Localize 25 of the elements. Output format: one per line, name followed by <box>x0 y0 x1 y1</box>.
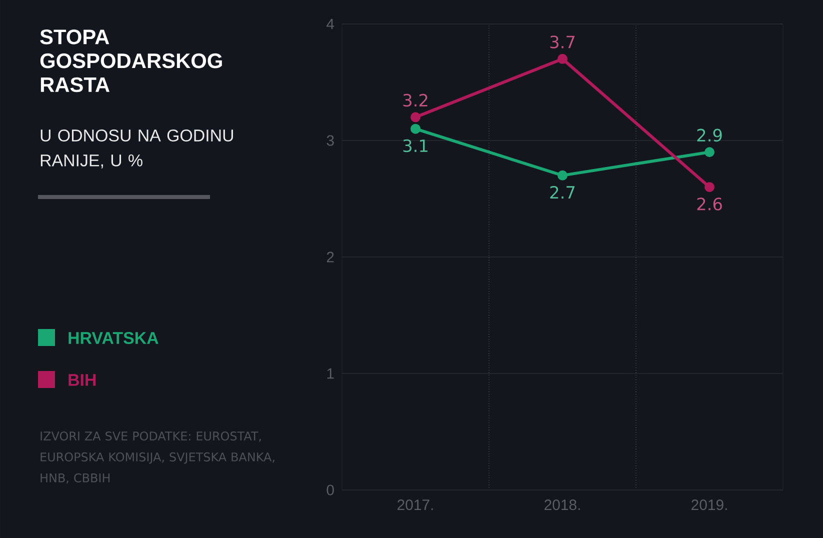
point <box>704 182 715 192</box>
x-tick-label: 2017. <box>398 500 433 510</box>
point <box>410 112 421 122</box>
data-label: 2.9 <box>697 128 722 142</box>
text: U ODNOSU NA GODINU RANIJE, U % <box>40 130 233 168</box>
data-label: 3.2 <box>403 94 428 107</box>
point <box>704 147 715 158</box>
y-tick-label: 0 <box>326 484 334 496</box>
legend-label: BIH <box>68 374 96 386</box>
x-tick-label: 2019. <box>692 500 727 510</box>
legend-label: HRVATSKA <box>68 332 158 344</box>
data-label: 3.1 <box>403 139 428 152</box>
y-tick-label: 1 <box>327 368 334 379</box>
point <box>558 170 568 180</box>
data-label: 3.7 <box>550 36 575 48</box>
data-label: 2.7 <box>550 186 575 199</box>
data-label: 2.6 <box>697 198 722 210</box>
point <box>410 124 421 134</box>
y-tick-label: 4 <box>326 18 334 30</box>
point <box>558 54 568 64</box>
text: STOPA GOSPODARSKOG RASTA <box>40 30 222 92</box>
y-tick-label: 2 <box>326 252 334 262</box>
text: IZVORI ZA SVE PODATKE: EUROSTAT, EUROPSKA KOMISIJA, SVJETSKA BANKA, HNB, CBBIH <box>40 432 274 484</box>
x-tick-label: 2018. <box>544 500 580 510</box>
y-tick-label: 3 <box>326 135 334 146</box>
